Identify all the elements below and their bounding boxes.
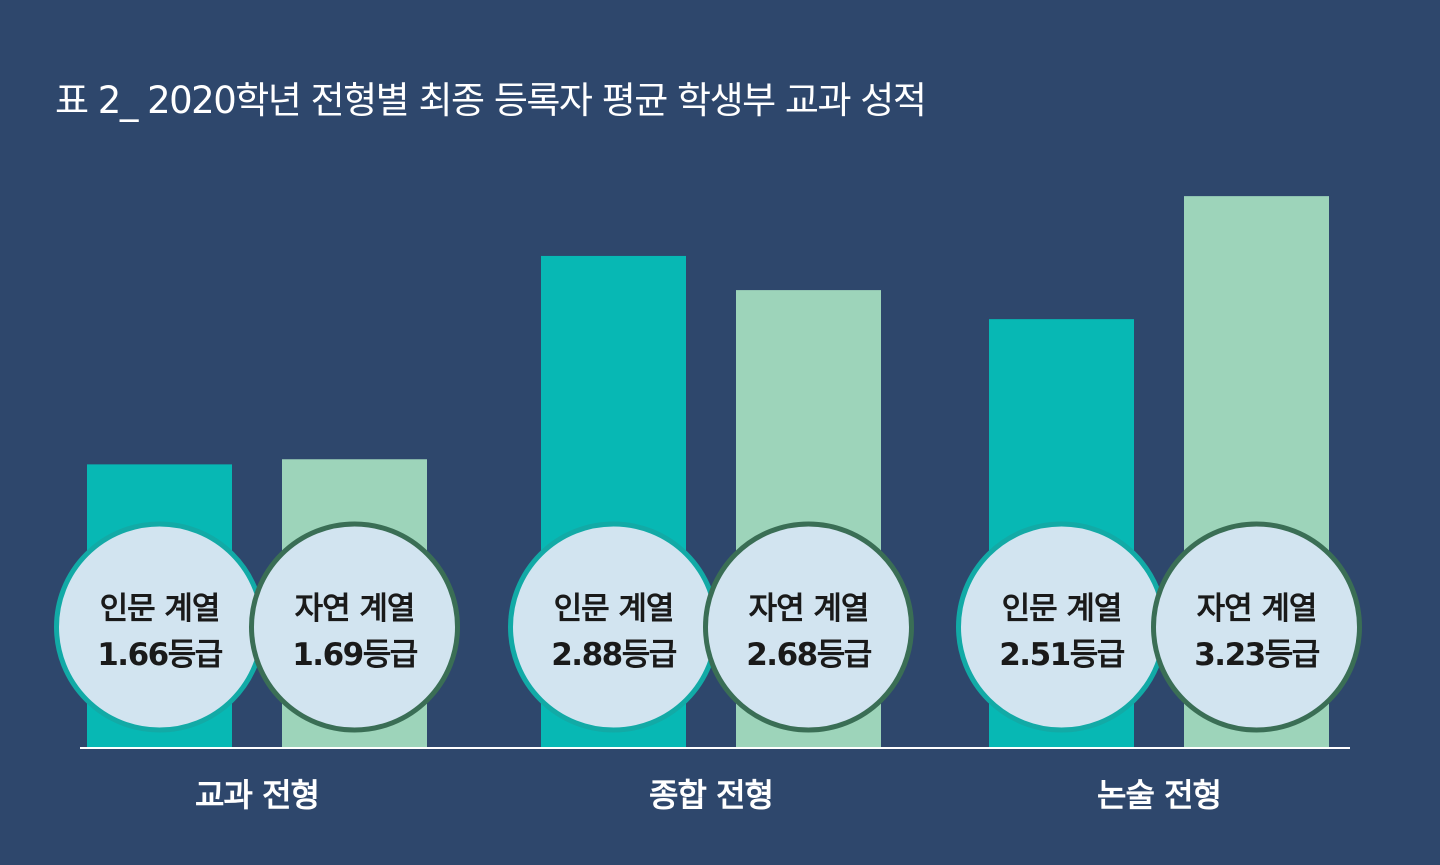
data-label-humanities-3: 2.51등급 (999, 637, 1125, 673)
label-circle-natural-3 (1151, 521, 1362, 733)
series-name-label: 인문 계열 (100, 591, 220, 627)
series-name-label: 인문 계열 (554, 591, 674, 627)
label-circle-natural-2 (703, 521, 914, 733)
category-label: 종합 전형 (649, 776, 773, 814)
data-label-natural-2: 2.68등급 (746, 637, 872, 673)
series-name-label: 자연 계열 (1197, 591, 1317, 627)
label-circle-natural-1 (249, 521, 460, 733)
label-circle-humanities-3 (956, 521, 1167, 733)
label-circle-humanities-1 (54, 521, 265, 733)
data-label-humanities-1: 1.66등급 (97, 637, 223, 673)
chart-title: 표 2_ 2020학년 전형별 최종 등록자 평균 학생부 교과 성적 (55, 79, 927, 122)
series-name-label: 자연 계열 (295, 591, 415, 627)
series-name-label: 자연 계열 (749, 591, 869, 627)
data-label-natural-3: 3.23등급 (1194, 637, 1320, 673)
series-name-label: 인문 계열 (1002, 591, 1122, 627)
label-circle-humanities-2 (508, 521, 719, 733)
category-label: 논술 전형 (1097, 776, 1221, 814)
data-label-humanities-2: 2.88등급 (551, 637, 677, 673)
category-label: 교과 전형 (195, 776, 319, 814)
data-label-natural-1: 1.69등급 (292, 637, 418, 673)
